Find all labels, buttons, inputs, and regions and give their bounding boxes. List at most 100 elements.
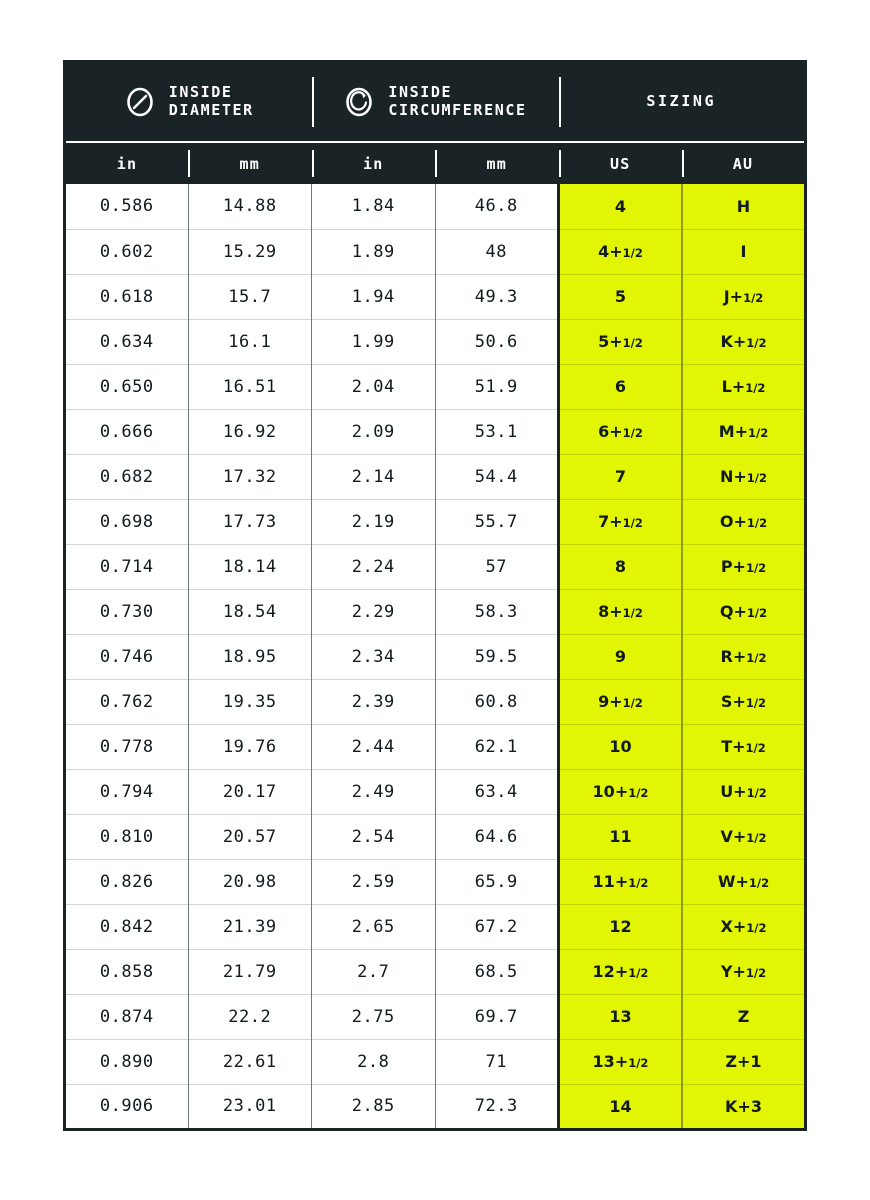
column-header-label: mm (486, 154, 507, 173)
size-value: 11+ (592, 872, 629, 891)
cell-size-us: 9 (558, 633, 683, 679)
size-value: 14 (609, 1096, 632, 1116)
table-row: 0.874 22.2 2.75 69.7 13 Z (64, 993, 806, 1039)
size-value: 9 (614, 647, 627, 666)
group-header-sizing: SIZING (558, 61, 806, 142)
size-value: Q+ (719, 602, 747, 621)
size-half-fraction: 1/2 (746, 336, 767, 350)
cell-cir-mm: 65.9 (435, 858, 560, 904)
cell-dia-mm: 15.7 (188, 273, 312, 319)
table-row: 0.826 20.98 2.59 65.9 11+1/2 W+1/2 (64, 858, 806, 904)
size-half-fraction: 1/2 (745, 966, 767, 980)
table-row: 0.794 20.17 2.49 63.4 10+1/2 U+1/2 (64, 768, 806, 814)
cell-dia-in: 0.666 (64, 408, 189, 454)
size-value: 7 (614, 467, 627, 486)
size-value: 6+ (598, 422, 623, 441)
size-half-fraction: 1/2 (746, 516, 768, 530)
cell-size-au: W+1/2 (682, 858, 806, 904)
cell-dia-in: 0.858 (64, 948, 189, 994)
size-half-fraction: 1/2 (745, 561, 767, 575)
table-row: 0.810 20.57 2.54 64.6 11 V+1/2 (64, 813, 806, 859)
size-half-fraction: 1/2 (622, 516, 643, 530)
table-row: 0.634 16.1 1.99 50.6 5+1/2 K+1/2 (64, 318, 806, 364)
size-value: 7+ (598, 512, 623, 531)
size-half-fraction: 1/2 (745, 381, 766, 395)
cell-cir-mm: 51.9 (435, 363, 560, 409)
column-header-us: US (558, 141, 682, 184)
cell-cir-in: 2.34 (311, 633, 436, 679)
cell-dia-in: 0.826 (64, 858, 189, 904)
table-row: 0.858 21.79 2.7 68.5 12+1/2 Y+1/2 (64, 948, 806, 994)
cell-size-us: 6+1/2 (558, 408, 683, 454)
size-value: J+ (723, 287, 744, 306)
table-header: INSIDE DIAMETER INSIDE CIRC (64, 61, 806, 184)
cell-dia-in: 0.682 (64, 453, 189, 499)
column-header-label: US (610, 154, 631, 173)
cell-dia-in: 0.634 (64, 318, 189, 364)
column-divider (558, 150, 561, 177)
size-value: L+ (721, 377, 746, 396)
group-header-inside-diameter: INSIDE DIAMETER (64, 61, 312, 142)
cell-size-au: L+1/2 (682, 363, 806, 409)
cell-dia-in: 0.618 (64, 273, 189, 319)
cell-dia-in: 0.714 (64, 543, 189, 589)
cell-cir-mm: 68.5 (435, 948, 560, 994)
cell-size-us: 10+1/2 (558, 768, 683, 814)
column-header-label: in (116, 154, 138, 173)
cell-cir-mm: 63.4 (435, 768, 560, 814)
cell-size-us: 11+1/2 (558, 858, 683, 904)
cell-size-us: 14 (558, 1083, 683, 1129)
group-label-inside-diameter: INSIDE DIAMETER (168, 83, 254, 119)
cell-size-au: Z (682, 993, 806, 1039)
ring-size-table: INSIDE DIAMETER INSIDE CIRC (63, 60, 807, 1131)
cell-cir-in: 2.75 (311, 993, 436, 1039)
cell-size-us: 10 (558, 723, 683, 769)
size-value: 5+ (598, 332, 623, 351)
size-half-fraction: 1/2 (628, 876, 649, 890)
cell-size-au: K+3 (682, 1083, 806, 1129)
cell-cir-in: 2.49 (311, 768, 436, 814)
size-half-fraction: 1/2 (622, 246, 643, 260)
cell-dia-in: 0.890 (64, 1038, 189, 1084)
cell-cir-mm: 48 (435, 228, 560, 274)
size-value: K+3 (725, 1096, 762, 1116)
size-value: U+ (720, 782, 747, 801)
cell-size-us: 13+1/2 (558, 1038, 683, 1084)
table-row: 0.890 22.61 2.8 71 13+1/2 Z+1 (64, 1038, 806, 1084)
cell-cir-in: 2.65 (311, 903, 436, 949)
cell-dia-in: 0.810 (64, 813, 189, 859)
table-row: 0.746 18.95 2.34 59.5 9 R+1/2 (64, 633, 806, 679)
size-value: Y+ (720, 962, 746, 981)
cell-cir-mm: 53.1 (435, 408, 560, 454)
header-divider (558, 77, 561, 127)
column-header-dia_mm: mm (188, 141, 312, 184)
cell-size-us: 8 (558, 543, 683, 589)
cell-dia-mm: 15.29 (188, 228, 312, 274)
column-header-cir_mm: mm (435, 141, 559, 184)
size-half-fraction: 1/2 (746, 606, 768, 620)
cell-cir-in: 1.94 (311, 273, 436, 319)
table-row: 0.906 23.01 2.85 72.3 14 K+3 (64, 1083, 806, 1129)
size-half-fraction: 1/2 (622, 426, 643, 440)
cell-cir-in: 2.54 (311, 813, 436, 859)
column-header-label: AU (732, 154, 754, 173)
cell-cir-in: 2.44 (311, 723, 436, 769)
cell-size-us: 4+1/2 (558, 228, 683, 274)
size-half-fraction: 1/2 (628, 1056, 649, 1070)
cell-size-au: X+1/2 (682, 903, 806, 949)
size-value: T+ (721, 737, 746, 756)
cell-dia-in: 0.730 (64, 588, 189, 634)
size-value: 6 (614, 377, 627, 396)
size-value: Z+1 (725, 1052, 762, 1071)
cell-dia-mm: 20.98 (188, 858, 312, 904)
size-value: O+ (719, 512, 747, 531)
cell-dia-mm: 22.2 (188, 993, 312, 1039)
cell-cir-in: 2.8 (311, 1038, 436, 1084)
size-value: K+ (720, 332, 747, 351)
size-half-fraction: 1/2 (746, 471, 767, 485)
cell-size-au: I (682, 228, 806, 274)
cell-cir-mm: 62.1 (435, 723, 560, 769)
cell-dia-in: 0.874 (64, 993, 189, 1039)
cell-size-us: 7+1/2 (558, 498, 683, 544)
